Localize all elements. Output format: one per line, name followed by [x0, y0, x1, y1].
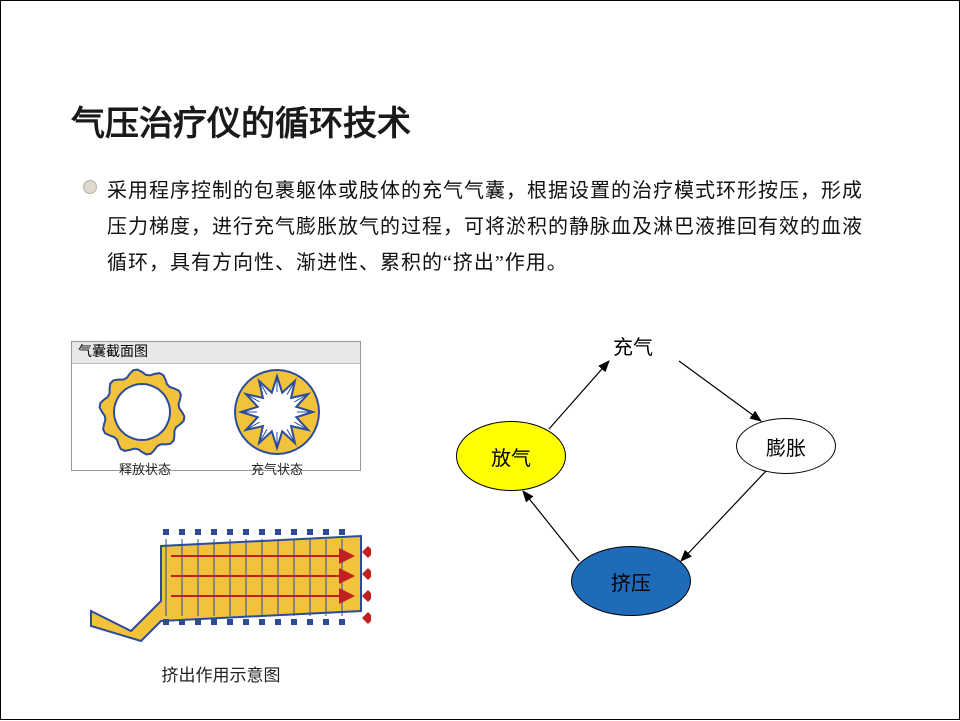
ring1-label: 释放状态	[105, 459, 185, 478]
cycle-node-squeeze-label: 挤压	[611, 567, 651, 596]
body-bullet: 采用程序控制的包裹躯体或肢体的充气气囊，根据设置的治疗模式环形按压，形成压力梯度…	[83, 173, 883, 281]
bullet-text: 采用程序控制的包裹躯体或肢体的充气气囊，根据设置的治疗模式环形按压，形成压力梯度…	[107, 173, 883, 281]
squeeze-effect-svg	[71, 491, 371, 656]
slide-title: 气压治疗仪的循环技术	[71, 96, 411, 145]
airbag-crosssection-panel: 气囊截面图	[71, 341, 361, 471]
cycle-node-deflate: 放气	[456, 421, 566, 491]
cycle-node-expand: 膨胀	[736, 418, 836, 474]
squeeze-effect-caption: 挤出作用示意图	[121, 661, 321, 686]
squeeze-effect-panel	[71, 491, 371, 656]
bullet-marker-icon	[83, 180, 97, 194]
airbag-crosssection-svg	[72, 342, 362, 472]
cycle-node-deflate-label: 放气	[491, 442, 531, 471]
cycle-node-squeeze: 挤压	[571, 546, 691, 616]
cycle-node-inflate: 充气	[613, 331, 653, 360]
cycle-node-expand-label: 膨胀	[766, 432, 806, 461]
ring2-label: 充气状态	[237, 459, 317, 478]
